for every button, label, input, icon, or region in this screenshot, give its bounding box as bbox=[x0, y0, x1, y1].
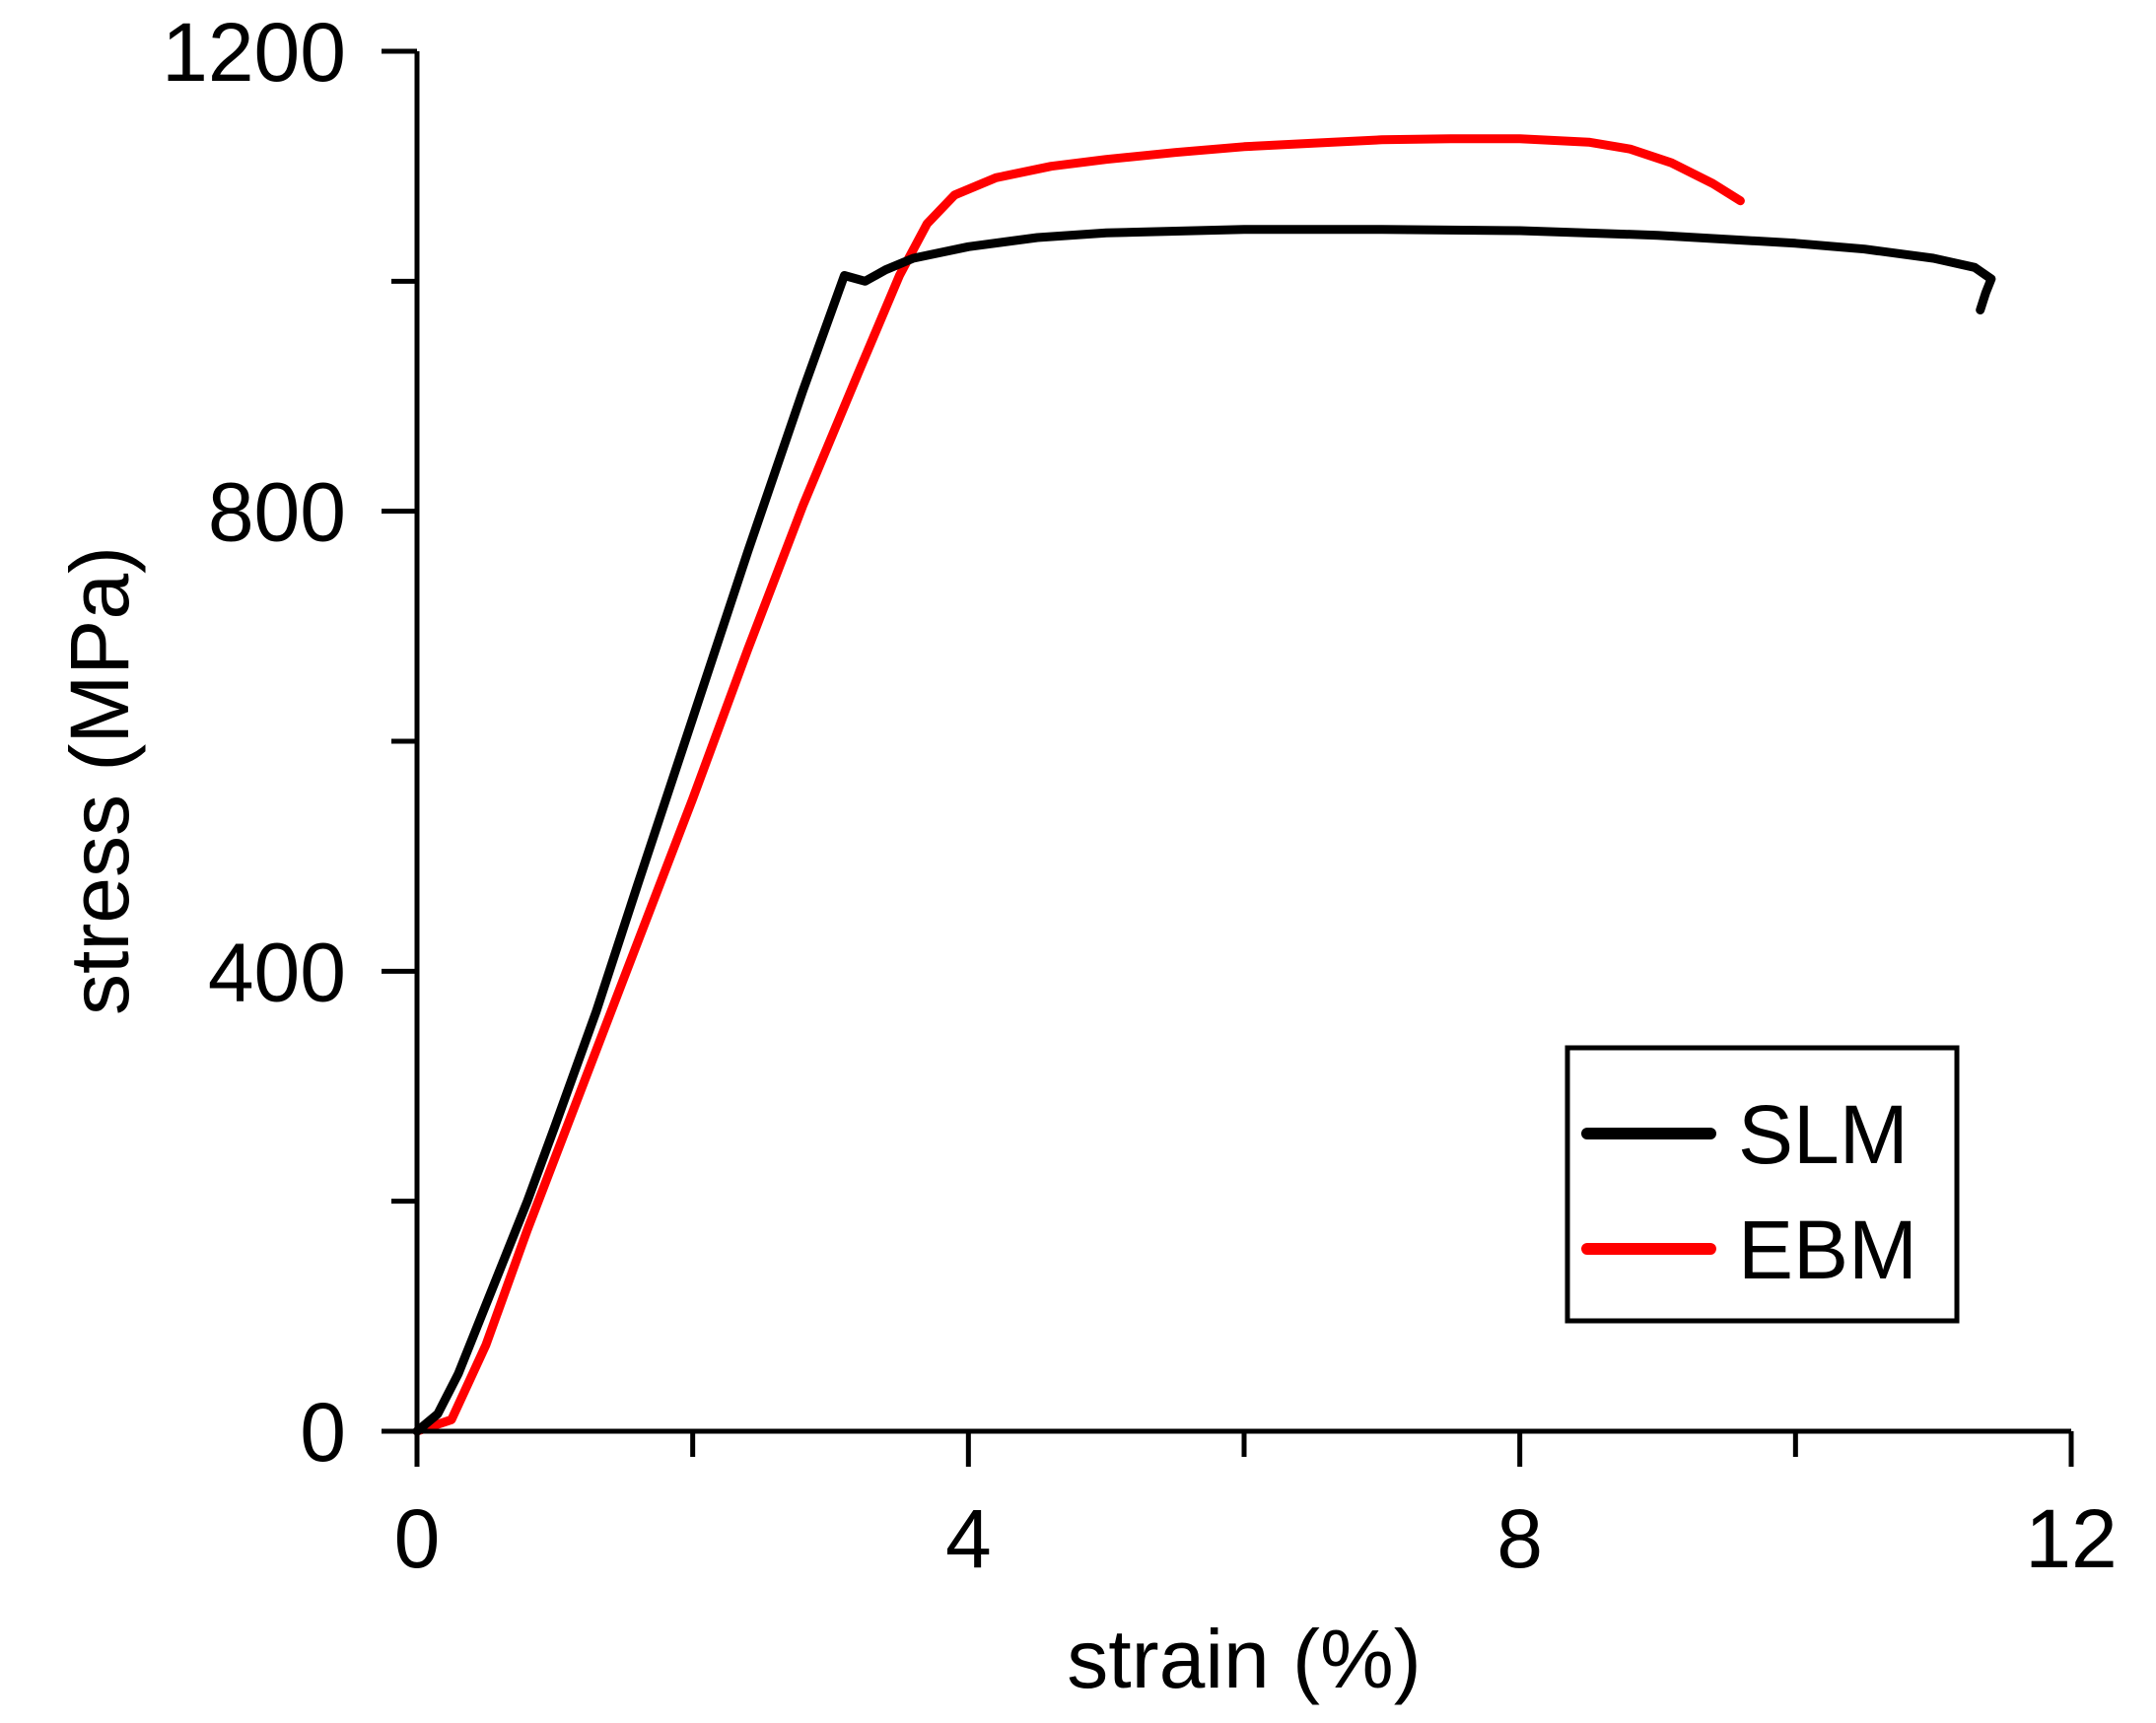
series-line-slm bbox=[412, 225, 1996, 1436]
y-tick-label: 400 bbox=[208, 926, 346, 1018]
y-tick-label: 0 bbox=[300, 1386, 346, 1479]
legend: SLM EBM bbox=[1565, 1045, 1960, 1324]
x-axis-title: strain (%) bbox=[1067, 1613, 1421, 1705]
y-tick-label: 1200 bbox=[162, 6, 346, 99]
y-axis-title: stress (MPa) bbox=[53, 546, 146, 1015]
ticks-layer: 0 4 8 12 0 400 800 1200 bbox=[162, 6, 2118, 1585]
y-tick-label: 800 bbox=[208, 466, 346, 559]
legend-label-slm: SLM bbox=[1738, 1088, 1909, 1181]
x-tick-label: 12 bbox=[2025, 1492, 2117, 1585]
series-layer bbox=[412, 134, 1996, 1436]
x-tick-label: 8 bbox=[1496, 1492, 1543, 1585]
x-tick-label: 4 bbox=[945, 1492, 992, 1585]
series-line-ebm bbox=[412, 134, 1745, 1436]
x-tick-label: 0 bbox=[394, 1492, 441, 1585]
legend-box bbox=[1565, 1045, 1960, 1324]
legend-label-ebm: EBM bbox=[1738, 1204, 1917, 1296]
